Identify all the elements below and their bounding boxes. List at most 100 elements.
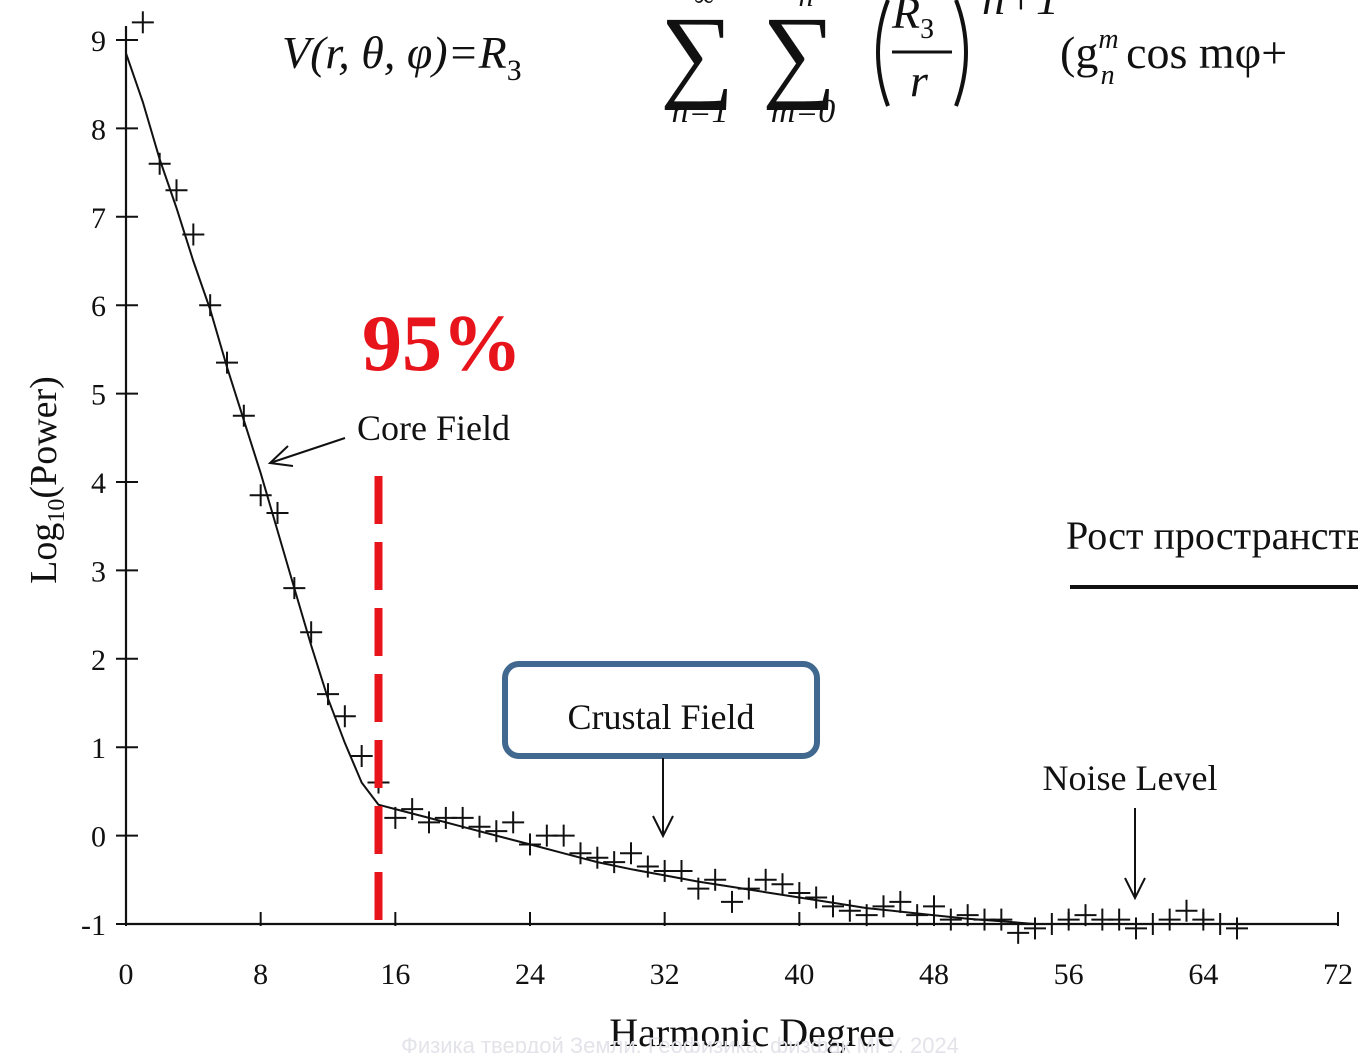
x-tick-label: 0 <box>119 958 134 991</box>
data-point <box>485 820 508 843</box>
data-point <box>737 877 760 900</box>
crustal-field-box <box>502 661 820 759</box>
data-point <box>232 404 255 427</box>
data-point <box>1007 921 1030 944</box>
core-field-label: Core Field <box>357 408 510 448</box>
x-ticks: 0 8 16 24 32 40 48 56 64 72 <box>119 912 1353 991</box>
sum1-bottom: n=1 <box>672 93 729 130</box>
data-point <box>906 904 929 927</box>
x-tick-label: 72 <box>1323 958 1353 991</box>
data-point <box>148 152 171 175</box>
sum-symbol-2: ∑ <box>762 0 836 111</box>
data-point <box>939 908 962 931</box>
data-point <box>586 846 609 869</box>
y-tick-label: 6 <box>91 290 106 323</box>
fit-curve <box>125 52 1237 925</box>
data-point <box>350 745 373 768</box>
footer-watermark: Физика твердой Земли. Геофизика, физфак … <box>401 1033 959 1053</box>
data-point <box>855 904 878 927</box>
crustal-field-label: Crustal Field <box>568 697 755 737</box>
data-point <box>687 877 710 900</box>
data-point <box>1175 899 1198 922</box>
left-paren <box>876 0 890 107</box>
formula-lhs: V(r, θ, φ)=RЗ <box>282 27 522 87</box>
data-point <box>721 890 743 913</box>
sum1-top: ∞ <box>693 0 714 13</box>
data-point <box>704 868 727 891</box>
data-point <box>670 859 693 882</box>
formula-tail: (gm n cos mφ+ <box>1060 24 1287 91</box>
data-point <box>889 890 912 913</box>
data-point <box>300 621 323 644</box>
noise-level-arrow <box>1124 808 1146 901</box>
data-point <box>1141 913 1164 935</box>
data-point <box>165 179 188 202</box>
data-point <box>788 882 811 905</box>
exponent: n+1 <box>982 0 1059 24</box>
data-point <box>1209 913 1232 935</box>
data-point <box>1125 917 1147 940</box>
y-tick-label: 4 <box>91 467 106 500</box>
data-point <box>283 577 306 600</box>
x-tick-label: 32 <box>650 958 680 991</box>
x-tick-label: 16 <box>380 958 410 991</box>
frac-denominator: r <box>910 55 929 106</box>
x-tick-label: 64 <box>1188 958 1218 991</box>
data-point <box>771 873 794 896</box>
data-point <box>266 501 289 524</box>
y-ticks: -1 0 1 2 3 4 5 6 7 8 9 <box>81 25 138 942</box>
data-point <box>502 811 525 834</box>
data-point <box>317 683 339 706</box>
data-point <box>754 868 777 891</box>
frac-numerator: RЗ <box>891 0 934 45</box>
data-point <box>182 223 205 246</box>
data-point <box>838 899 861 922</box>
data-point <box>636 855 659 878</box>
data-points <box>131 11 1248 944</box>
y-tick-label: 3 <box>91 555 106 588</box>
data-point <box>1108 908 1131 931</box>
data-point <box>216 351 238 374</box>
data-point <box>822 895 844 918</box>
data-point <box>199 294 222 317</box>
x-tick-label: 56 <box>1054 958 1084 991</box>
data-point <box>872 895 895 918</box>
data-point <box>1074 904 1097 927</box>
x-tick-label: 48 <box>919 958 949 991</box>
sum2-top: n <box>799 0 814 13</box>
y-tick-label: 5 <box>91 379 106 412</box>
data-point <box>1024 917 1046 940</box>
data-point <box>1040 913 1063 935</box>
sum2-bottom: m=0 <box>771 93 836 130</box>
x-tick-label: 40 <box>784 958 814 991</box>
crustal-field-arrow <box>652 758 674 839</box>
data-point <box>468 815 491 838</box>
data-point <box>333 705 356 728</box>
y-tick-label: -1 <box>81 909 106 942</box>
right-paren <box>954 0 968 107</box>
spatial-frequency-label: Рост пространственной частоты <box>1066 513 1358 558</box>
x-tick-label: 24 <box>515 958 545 991</box>
data-point <box>418 811 440 834</box>
data-point <box>603 851 626 874</box>
noise-level-label: Noise Level <box>1043 758 1218 798</box>
y-tick-label: 9 <box>91 25 106 58</box>
data-point <box>1192 908 1215 931</box>
data-point <box>519 833 541 856</box>
y-tick-label: 7 <box>91 202 106 235</box>
y-axis-label: Log10(Power) <box>23 376 70 584</box>
sum-symbol-1: ∑ <box>660 0 734 111</box>
percent-label: 95% <box>362 300 522 388</box>
data-point <box>131 11 154 34</box>
x-tick-label: 8 <box>253 958 268 991</box>
data-point <box>451 806 474 829</box>
data-point <box>1158 908 1181 931</box>
data-point <box>805 886 828 909</box>
data-point <box>401 798 424 821</box>
data-point <box>1226 917 1248 940</box>
y-tick-label: 1 <box>91 732 106 765</box>
data-point <box>249 484 272 507</box>
formula: V(r, θ, φ)=RЗ ∑ ∞ n=1 ∑ n m=0 RЗ r n+1 (… <box>282 0 1287 130</box>
data-point <box>923 895 945 918</box>
